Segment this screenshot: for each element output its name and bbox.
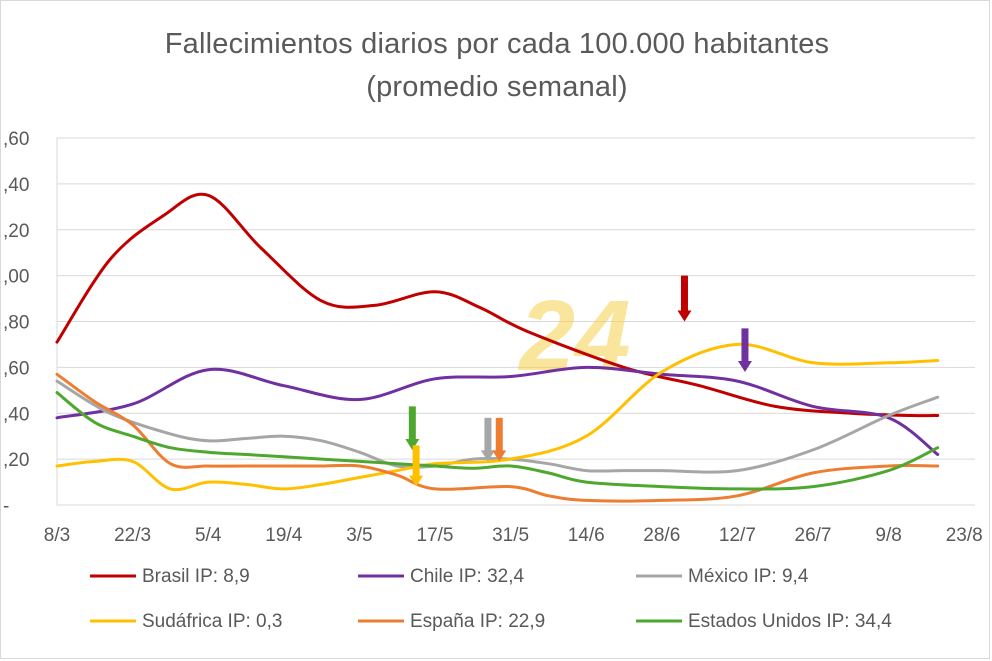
y-axis-tick-labels: - ,20 ,40 ,60 ,80 ,00 ,20 ,40 ,60 (3, 129, 29, 517)
legend-label: México IP: 9,4 (688, 566, 809, 587)
legend-label: Brasil IP: 8,9 (142, 566, 250, 587)
gridlines (56, 137, 975, 506)
x-tick-label: 26/7 (795, 525, 832, 546)
y-tick-label: ,40 (3, 404, 29, 425)
y-tick-label: - (3, 496, 9, 517)
y-tick-label: ,60 (3, 129, 29, 150)
legend-item: Sudáfrica IP: 0,3 (90, 611, 282, 632)
legend-label: Estados Unidos IP: 34,4 (688, 611, 892, 632)
x-axis-tick-labels: 8/3 22/3 5/4 19/4 3/5 17/5 31/5 14/6 28/6 12/7 26/… (44, 525, 983, 546)
annotation-arrow (677, 275, 692, 322)
annotation-arrow (409, 445, 424, 487)
y-tick-label: ,40 (3, 175, 29, 196)
legend: Brasil IP: 8,9 Chile IP: 32,4 México IP: 9… (90, 566, 892, 632)
x-tick-label: 5/4 (195, 525, 222, 546)
x-tick-label: 23/8 (946, 525, 983, 546)
legend-item: España IP: 22,9 (358, 611, 545, 632)
annotation-arrows (405, 275, 752, 487)
chart-title: Fallecimientos diarios por cada 100.000 … (164, 28, 830, 60)
annotation-arrow (405, 406, 420, 450)
y-tick-label: ,20 (3, 221, 29, 242)
legend-item: Chile IP: 32,4 (358, 566, 524, 587)
series-line-chile (55, 365, 940, 456)
legend-item: México IP: 9,4 (636, 566, 809, 587)
x-tick-label: 19/4 (265, 525, 302, 546)
series-line-estados-unidos (55, 391, 940, 491)
legend-item: Brasil IP: 8,9 (90, 566, 250, 587)
x-tick-label: 22/3 (114, 525, 151, 546)
annotation-arrow (480, 417, 495, 462)
x-tick-label: 8/3 (44, 525, 70, 546)
legend-label: España IP: 22,9 (410, 611, 545, 632)
annotation-arrow (492, 417, 507, 462)
annotation-arrow (737, 328, 752, 372)
x-tick-label: 3/5 (346, 525, 372, 546)
legend-label: Chile IP: 32,4 (410, 566, 524, 587)
x-tick-label: 17/5 (417, 525, 454, 546)
y-tick-label: ,60 (3, 358, 29, 379)
series-line-espana (55, 372, 940, 503)
y-tick-label: ,00 (3, 267, 29, 288)
series-line-brasil (55, 192, 940, 418)
watermark-logo: 24 (517, 280, 630, 392)
x-tick-label: 12/7 (719, 525, 756, 546)
x-tick-label: 31/5 (492, 525, 529, 546)
x-tick-label: 9/8 (875, 525, 901, 546)
legend-label: Sudáfrica IP: 0,3 (142, 611, 282, 632)
y-tick-label: ,20 (3, 450, 29, 471)
series-line-mexico (55, 379, 940, 474)
chart-subtitle: (promedio semanal) (366, 71, 628, 103)
legend-item: Estados Unidos IP: 34,4 (636, 611, 892, 632)
x-tick-label: 14/6 (568, 525, 605, 546)
y-tick-label: ,80 (3, 313, 29, 334)
x-tick-label: 28/6 (643, 525, 680, 546)
